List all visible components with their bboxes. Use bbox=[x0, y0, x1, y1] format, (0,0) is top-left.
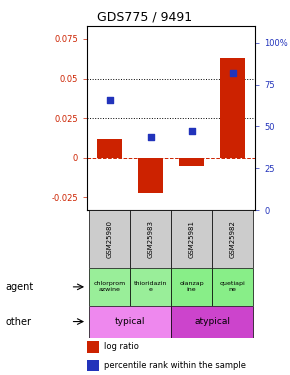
Text: typical: typical bbox=[115, 317, 145, 326]
Bar bbox=[130, 268, 171, 306]
Text: percentile rank within the sample: percentile rank within the sample bbox=[104, 361, 246, 370]
Text: olanzap
ine: olanzap ine bbox=[179, 282, 204, 292]
Text: GSM25980: GSM25980 bbox=[106, 220, 113, 258]
Bar bbox=[87, 360, 99, 371]
Text: atypical: atypical bbox=[194, 317, 230, 326]
Point bbox=[230, 70, 235, 76]
Text: quetiapi
ne: quetiapi ne bbox=[220, 282, 246, 292]
Text: log ratio: log ratio bbox=[104, 342, 139, 351]
Bar bbox=[179, 158, 204, 166]
Point bbox=[189, 129, 194, 135]
Text: GSM25983: GSM25983 bbox=[148, 220, 154, 258]
Bar bbox=[138, 158, 163, 193]
Bar bbox=[171, 306, 253, 338]
Bar bbox=[130, 210, 171, 268]
Bar bbox=[97, 139, 122, 158]
Bar bbox=[89, 306, 171, 338]
Point bbox=[148, 134, 153, 140]
Bar bbox=[89, 210, 130, 268]
Text: GSM25982: GSM25982 bbox=[230, 220, 236, 258]
Text: thioridazin
e: thioridazin e bbox=[134, 282, 167, 292]
Text: GDS775 / 9491: GDS775 / 9491 bbox=[97, 10, 193, 23]
Bar bbox=[212, 210, 253, 268]
Text: chlorprom
azwine: chlorprom azwine bbox=[93, 282, 126, 292]
Bar bbox=[89, 268, 130, 306]
Bar bbox=[220, 58, 245, 158]
Text: agent: agent bbox=[6, 282, 34, 292]
Bar bbox=[212, 268, 253, 306]
Bar bbox=[171, 210, 212, 268]
Bar bbox=[171, 268, 212, 306]
Bar bbox=[87, 341, 99, 352]
Point bbox=[107, 97, 112, 103]
Text: other: other bbox=[6, 316, 32, 327]
Text: GSM25981: GSM25981 bbox=[188, 220, 195, 258]
